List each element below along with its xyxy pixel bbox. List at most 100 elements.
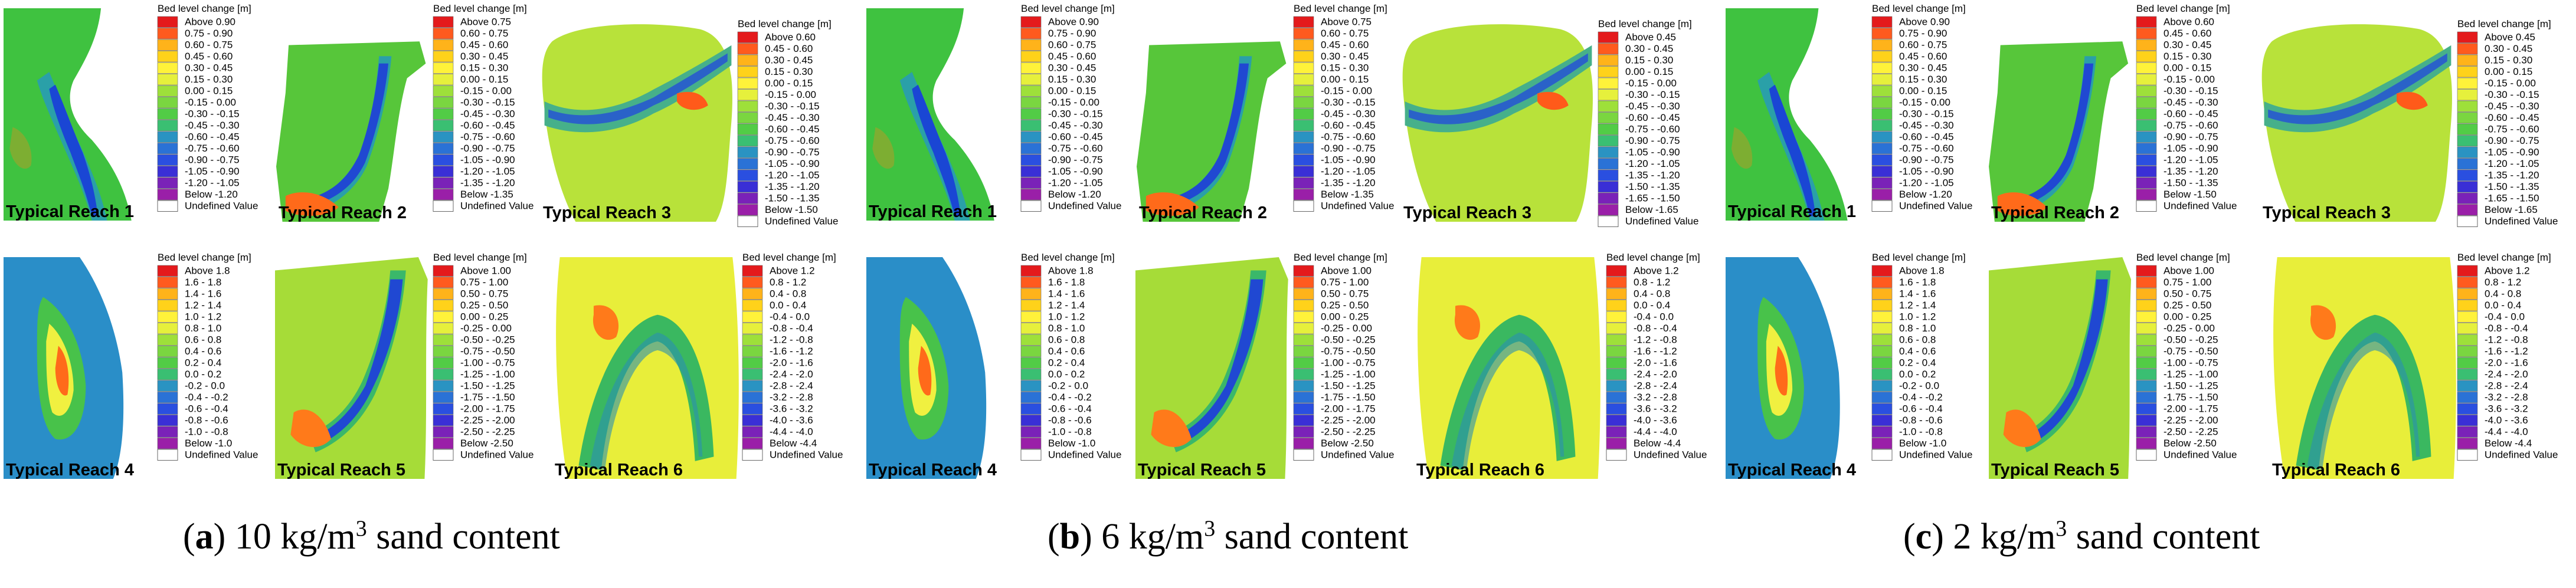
legend-swatch-undefined [433, 449, 454, 461]
legend-swatch [737, 158, 758, 170]
legend-entry: -1.75 - -1.50 [2163, 392, 2218, 403]
legend-entry: 0.50 - 0.75 [460, 288, 508, 300]
legend-entry: 0.15 - 0.30 [1048, 74, 1096, 85]
legend-entry: -0.30 - -0.15 [1899, 109, 1954, 120]
legend-swatch [1293, 62, 1314, 74]
legend-entry: 0.75 - 0.90 [185, 28, 233, 39]
legend-entry: -4.4 - -4.0 [2485, 426, 2528, 438]
legend-undefined-label: Undefined Value [185, 201, 258, 212]
legend-entry: -1.50 - -1.25 [1321, 380, 1376, 392]
legend-swatch [1020, 334, 1042, 346]
legend-entry: Below -2.50 [2163, 438, 2217, 449]
legend-swatch [2457, 43, 2478, 55]
legend-entry: 0.60 - 0.75 [460, 28, 508, 39]
legend-swatch [1871, 143, 1893, 155]
legend-swatch [1871, 131, 1893, 143]
legend-swatch [157, 346, 178, 357]
legend-entry: 0.15 - 0.30 [2163, 51, 2211, 62]
legend-title: Bed level change [m] [1872, 3, 1966, 14]
legend-entry: -0.30 - -0.15 [765, 101, 820, 112]
legend-swatch [737, 43, 758, 55]
legend-swatch [433, 265, 454, 277]
legend-entry: 0.75 - 1.00 [1321, 277, 1369, 288]
legend-entry: Above 1.00 [460, 265, 511, 277]
legend-entry: Above 1.2 [770, 265, 815, 277]
legend-swatch [1606, 277, 1627, 288]
reach-label: Typical Reach 5 [277, 461, 405, 479]
legend-entry: -1.35 - -1.20 [2485, 170, 2539, 181]
map-zone [2307, 332, 2420, 470]
legend-entry: -0.90 - -0.75 [185, 155, 240, 166]
caption-a: (a) 10 kg/m3 sand content [183, 516, 560, 557]
reach-map [1989, 257, 2132, 479]
legend-entry: 0.6 - 0.8 [1048, 334, 1085, 346]
caption-text: 10 kg/m [234, 517, 356, 557]
legend-swatch [1871, 334, 1893, 346]
legend-swatch [157, 177, 178, 189]
legend-swatch [1020, 357, 1042, 369]
legend-entry: Above 1.2 [2485, 265, 2530, 277]
legend-swatch [157, 426, 178, 438]
legend-swatch [1020, 189, 1042, 201]
legend-swatch [1871, 177, 1893, 189]
legend-swatch [1598, 43, 1619, 55]
legend-swatch [1293, 369, 1314, 380]
legend-swatch [1606, 311, 1627, 323]
legend-swatch [2457, 123, 2478, 135]
legend-entry: Above 0.60 [2163, 17, 2214, 28]
map-zone [918, 346, 932, 396]
legend-swatch [1020, 403, 1042, 415]
legend-entry: -3.2 - -2.8 [770, 392, 813, 403]
panel-reach-5: Typical Reach 5 Bed level change [m] Above… [1989, 252, 2237, 479]
legend-entry: Below -1.50 [765, 204, 818, 215]
legend-entry: -1.2 - -0.8 [770, 334, 813, 346]
legend-entry: -3.2 - -2.8 [2485, 392, 2528, 403]
reach-map [4, 8, 132, 221]
map-zone [1179, 279, 1264, 444]
legend-swatch [433, 277, 454, 288]
legend-swatch [1293, 288, 1314, 300]
legend-swatch [157, 380, 178, 392]
legend-swatch [1598, 31, 1619, 43]
legend-swatch [1293, 166, 1314, 178]
legend-swatch [1871, 120, 1893, 132]
legend-swatch [433, 177, 454, 189]
legend-entry: 0.15 - 0.30 [460, 63, 508, 74]
legend-entry: 1.2 - 1.4 [1048, 300, 1085, 311]
legend-entry: 0.8 - 1.2 [770, 277, 806, 288]
legend-swatch [1020, 166, 1042, 178]
legend-swatch [1606, 300, 1627, 311]
legend-swatch [2136, 277, 2157, 288]
legend-swatch [1293, 265, 1314, 277]
legend-swatch [1293, 380, 1314, 392]
legend-entry: -1.35 - -1.20 [460, 178, 515, 189]
legend-swatch [157, 323, 178, 334]
legend-swatch [1293, 131, 1314, 143]
legend-swatch [2457, 265, 2478, 277]
reach-map [866, 257, 987, 479]
legend-swatch [742, 369, 763, 380]
legend-entry: -0.30 - -0.15 [2485, 89, 2539, 100]
legend-title: Bed level change [m] [433, 252, 527, 263]
legend-swatch [737, 112, 758, 124]
legend-title: Bed level change [m] [1606, 252, 1700, 263]
legend-entry: -1.0 - -0.8 [1048, 426, 1092, 438]
legend-entry: 0.00 - 0.15 [2163, 63, 2211, 74]
map-outline [4, 8, 132, 221]
legend-swatch [1871, 62, 1893, 74]
legend-swatch [2136, 357, 2157, 369]
legend-entry: 0.8 - 1.0 [1048, 323, 1085, 334]
legend-entry: 0.50 - 0.75 [1321, 288, 1369, 300]
map-outline [276, 41, 426, 222]
panel-reach-1: Typical Reach 1 Bed level change [m] Above… [4, 3, 258, 221]
legend-entry: Below -4.4 [2485, 438, 2532, 449]
legend-title: Bed level change [m] [1021, 3, 1115, 14]
legend-swatch [2457, 334, 2478, 346]
legend-swatch [1606, 369, 1627, 380]
legend-swatch [157, 97, 178, 109]
map-zone [1997, 192, 2047, 216]
map-zone [1409, 53, 1588, 124]
legend: Bed level change [m] Above 0.450.30 - 0.4… [2457, 18, 2558, 227]
legend-undefined-label: Undefined Value [770, 449, 843, 461]
legend: Bed level change [m] Above 1.000.75 - 1.0… [1293, 252, 1394, 461]
